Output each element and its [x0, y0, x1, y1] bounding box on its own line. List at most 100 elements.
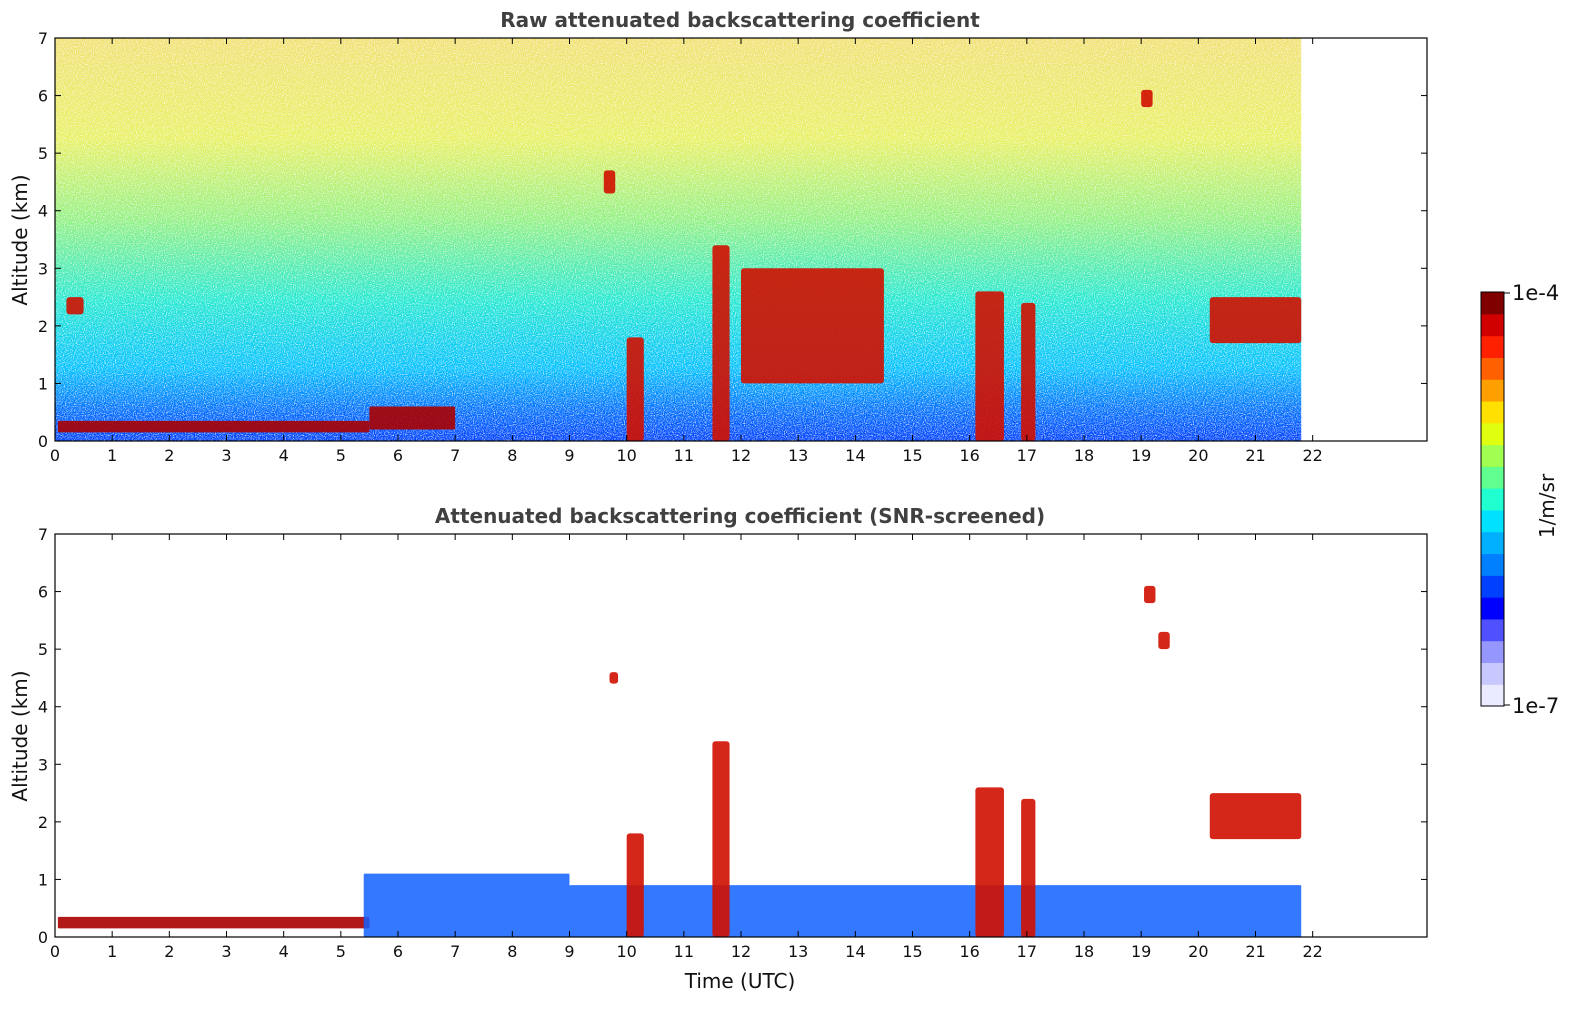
panel-screened-ylabel: Altitude (km) — [8, 670, 32, 801]
x-tick-label: 20 — [1188, 942, 1208, 961]
x-tick-label: 17 — [1017, 446, 1037, 465]
y-tick-label: 5 — [38, 640, 48, 659]
y-tick-label: 4 — [38, 698, 48, 717]
panel-screened-ticks: 0 1 2 3 4 5 6 7 8 9 10 11 12 13 14 15 16 17 18 19 20 21 220123… — [38, 525, 1427, 961]
x-tick-label: 8 — [507, 446, 517, 465]
x-tick-label: 3 — [221, 446, 231, 465]
feature-cloud — [1209, 297, 1302, 344]
y-tick-label: 4 — [38, 202, 48, 221]
panel-raw: Raw attenuated backscattering coefficien… — [8, 8, 1428, 465]
feature-cloud — [1021, 302, 1036, 441]
feature-cloud — [603, 170, 616, 194]
y-tick-label: 1 — [38, 870, 48, 889]
x-tick-label: 12 — [731, 446, 751, 465]
x-tick-label: 9 — [564, 446, 574, 465]
colorbar-segment — [1481, 662, 1504, 685]
x-tick-label: 10 — [616, 942, 636, 961]
panel-raw-title: Raw attenuated backscattering coefficien… — [500, 8, 980, 32]
feature-cloud — [1141, 89, 1153, 108]
colorbar-segment — [1481, 422, 1504, 446]
panel-raw-ticks: 0 1 2 3 4 5 6 7 8 9 10 11 12 13 14 15 16 17 18 19 20 21 220123… — [38, 29, 1427, 465]
feature-cloud — [741, 268, 884, 384]
x-tick-label: 7 — [450, 942, 460, 961]
feature-cloud — [1144, 585, 1156, 604]
panel-raw-ylabel: Altitude (km) — [8, 174, 32, 305]
colorbar-segment — [1481, 553, 1504, 576]
colorbar-segment — [1481, 379, 1504, 402]
x-tick-label: 14 — [845, 942, 865, 961]
x-tick-label: 2 — [164, 942, 174, 961]
feature-aerosol-layer — [369, 406, 456, 430]
x-tick-label: 18 — [1074, 446, 1094, 465]
colorbar-segment — [1481, 531, 1504, 555]
x-tick-label: 6 — [393, 942, 403, 961]
y-tick-label: 0 — [38, 928, 48, 947]
raw-noise-speckle — [55, 38, 1302, 441]
feature-cloud — [66, 297, 84, 315]
colorbar-segment — [1481, 597, 1504, 620]
x-tick-label: 1 — [107, 446, 117, 465]
x-tick-label: 15 — [902, 942, 922, 961]
colorbar-segment — [1481, 684, 1504, 707]
x-tick-label: 2 — [164, 446, 174, 465]
x-tick-label: 21 — [1245, 446, 1265, 465]
y-tick-label: 2 — [38, 317, 48, 336]
x-tick-label: 8 — [507, 942, 517, 961]
colorbar-segment — [1481, 313, 1504, 337]
x-tick-label: 12 — [731, 942, 751, 961]
x-tick-label: 20 — [1188, 446, 1208, 465]
colorbar-segment — [1481, 400, 1504, 424]
x-tick-label: 19 — [1131, 446, 1151, 465]
colorbar-segment — [1481, 618, 1504, 642]
feature-boundary-layer — [569, 885, 1302, 937]
feature-cloud — [626, 337, 644, 441]
y-tick-label: 5 — [38, 144, 48, 163]
y-tick-label: 7 — [38, 525, 48, 544]
panel-screened-plot-area — [57, 585, 1302, 937]
x-tick-label: 13 — [788, 942, 808, 961]
feature-cloud — [975, 291, 1004, 441]
x-tick-label: 17 — [1017, 942, 1037, 961]
colorbar-segment — [1481, 488, 1504, 511]
x-tick-label: 11 — [674, 942, 694, 961]
y-tick-label: 0 — [38, 432, 48, 451]
colorbar-segment — [1481, 575, 1504, 598]
x-tick-label: 14 — [845, 446, 865, 465]
y-tick-label: 7 — [38, 29, 48, 48]
x-tick-label: 19 — [1131, 942, 1151, 961]
x-tick-label: 21 — [1245, 942, 1265, 961]
colorbar-segment — [1481, 292, 1504, 315]
feature-cloud — [1158, 631, 1170, 650]
panel-screened-title: Attenuated backscattering coefficient (S… — [435, 504, 1045, 528]
x-tick-label: 16 — [959, 942, 979, 961]
colorbar-segment — [1481, 640, 1504, 664]
x-tick-label: 4 — [279, 446, 289, 465]
x-tick-label: 16 — [959, 446, 979, 465]
feature-boundary-layer — [363, 873, 570, 937]
panel-screened-xlabel: Time (UTC) — [684, 969, 796, 993]
y-tick-label: 2 — [38, 813, 48, 832]
x-tick-label: 15 — [902, 446, 922, 465]
x-tick-label: 10 — [616, 446, 636, 465]
x-tick-label: 0 — [50, 446, 60, 465]
colorbar-frame — [1480, 291, 1505, 707]
colorbar-segment — [1481, 335, 1504, 358]
feature-cloud — [626, 833, 644, 937]
y-tick-label: 1 — [38, 374, 48, 393]
x-tick-label: 5 — [336, 942, 346, 961]
x-tick-label: 22 — [1302, 446, 1322, 465]
x-tick-label: 11 — [674, 446, 694, 465]
y-tick-label: 6 — [38, 87, 48, 106]
feature-cloud — [1209, 793, 1302, 840]
feature-cloud — [1021, 798, 1036, 937]
x-tick-label: 22 — [1302, 942, 1322, 961]
colorbar-segment — [1481, 509, 1504, 533]
x-tick-label: 0 — [50, 942, 60, 961]
panel-screened: Attenuated backscattering coefficient (S… — [8, 504, 1428, 993]
y-tick-label: 6 — [38, 583, 48, 602]
x-tick-label: 1 — [107, 942, 117, 961]
x-tick-label: 4 — [279, 942, 289, 961]
x-tick-label: 6 — [393, 446, 403, 465]
colorbar-segment — [1481, 444, 1504, 467]
